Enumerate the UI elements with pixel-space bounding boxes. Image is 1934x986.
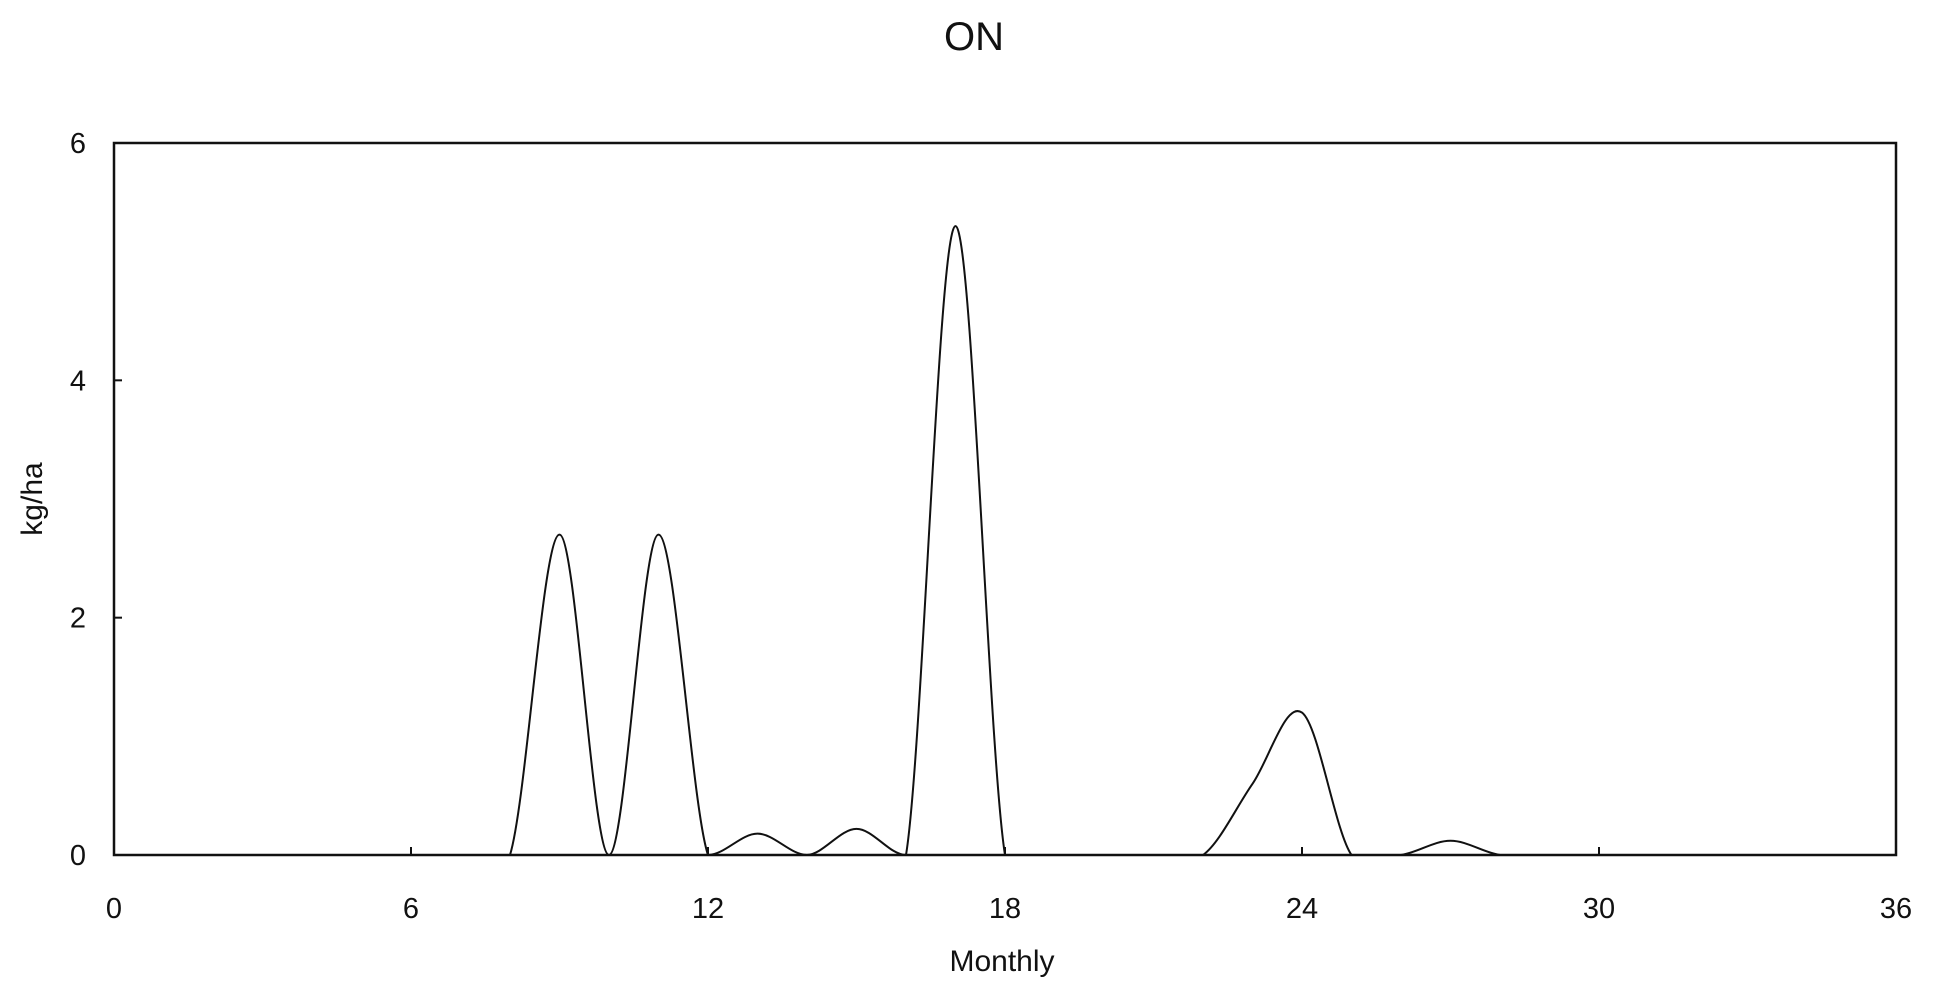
x-axis-ticks: 0 6 12 18 24 30 36 [106,847,1912,925]
chart-title: ON [944,15,1004,59]
y-axis-ticks: 0 2 4 6 [70,128,122,872]
x-tick-label: 0 [106,893,122,925]
x-tick-label: 30 [1583,893,1615,925]
y-tick-label: 4 [70,365,86,397]
series-layer [114,225,1896,856]
x-tick-label: 24 [1286,893,1318,925]
series-line [114,225,1896,856]
y-tick-label: 6 [70,128,86,160]
x-tick-label: 6 [403,893,419,925]
x-tick-label: 12 [692,893,724,925]
y-axis-label: kg/ha [16,462,49,536]
x-tick-label: 36 [1880,893,1912,925]
y-tick-label: 0 [70,840,86,872]
x-axis-label: Monthly [949,945,1054,978]
y-tick-label: 2 [70,603,86,635]
plot-frame [112,141,1898,857]
x-tick-label: 18 [989,893,1021,925]
